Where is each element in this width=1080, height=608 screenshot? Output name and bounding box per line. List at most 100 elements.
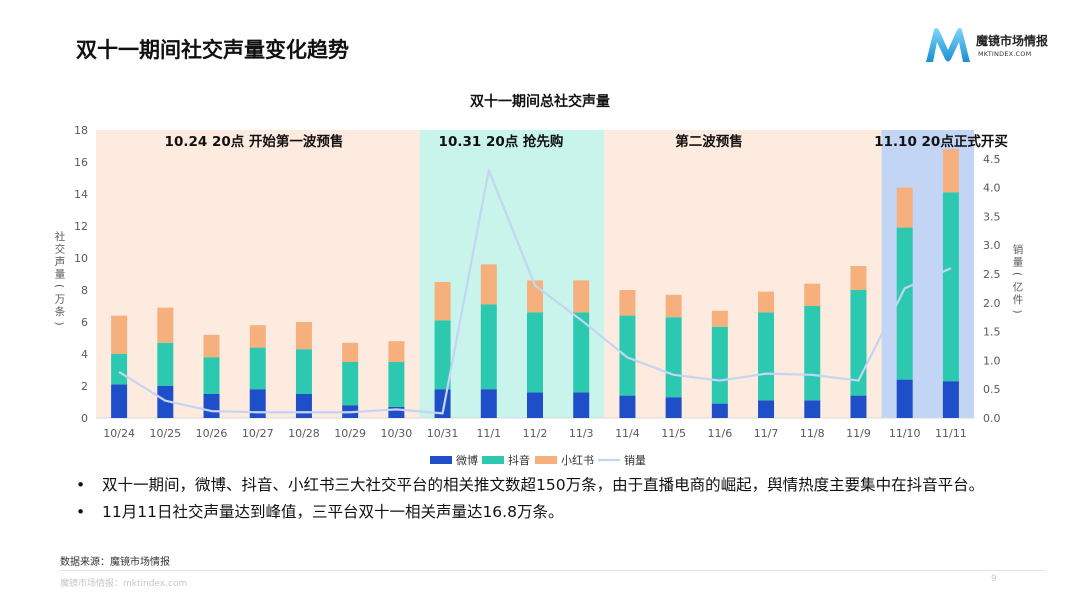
x-tick-label: 10/30 <box>381 427 413 440</box>
douyin-bar <box>527 312 543 393</box>
x-tick-label: 11/7 <box>754 427 779 440</box>
y-tick-label: 6 <box>81 316 88 329</box>
y2-tick-label: 4.5 <box>983 153 1001 166</box>
y-axis-title: 万 <box>55 294 66 306</box>
x-tick-label: 11/11 <box>935 427 967 440</box>
bullet-dot-icon: • <box>76 476 86 494</box>
y-axis-title: 量 <box>55 269 66 281</box>
weibo-bar <box>804 400 821 418</box>
xiaohongshu-bar <box>619 290 636 316</box>
legend-label: 微博 <box>456 453 478 467</box>
xiaohongshu-bar <box>711 310 728 327</box>
y2-tick-label: 1.5 <box>983 326 1001 339</box>
y-tick-label: 0 <box>81 412 88 425</box>
legend-label: 小红书 <box>561 454 594 467</box>
page-title: 双十一期间社交声量变化趋势 <box>76 38 349 62</box>
y-tick-label: 18 <box>74 124 88 137</box>
y-axis-title: 声 <box>55 255 66 268</box>
page-number: 9 <box>991 574 997 584</box>
xiaohongshu-bar <box>249 325 266 348</box>
logo-url: MKTINDEX.COM <box>978 50 1032 58</box>
phase-label: 10.31 20点 抢先购 <box>439 133 564 150</box>
weibo-bar <box>111 384 128 418</box>
xiaohongshu-bar <box>203 334 220 358</box>
weibo-bar <box>249 389 266 418</box>
legend-label: 销量 <box>624 453 646 467</box>
legend-swatch <box>535 456 557 464</box>
y2-tick-label: 3.0 <box>983 239 1001 252</box>
douyin-bar <box>157 342 174 386</box>
x-tick-label: 11/6 <box>707 427 732 440</box>
xiaohongshu-bar <box>388 341 405 362</box>
douyin-bar <box>896 227 913 380</box>
logo-name: 魔镜市场情报 <box>976 34 1049 48</box>
weibo-bar <box>203 394 220 418</box>
douyin-bar <box>942 192 959 382</box>
y-tick-label: 10 <box>74 252 88 265</box>
y2-axis-title: 销 <box>1013 243 1024 256</box>
douyin-bar <box>665 317 682 398</box>
bullet-list: • 双十一期间，微博、抖音、小红书三大社交平台的相关推文数超150万条，由于直播… <box>76 474 1046 528</box>
douyin-bar <box>573 312 590 393</box>
weibo-bar <box>388 406 405 418</box>
y2-tick-label: 4.0 <box>983 182 1001 195</box>
legend-label: 抖音 <box>508 453 530 467</box>
phase-label: 11.10 20点正式开买 <box>874 133 1008 150</box>
douyin-bar <box>203 357 220 394</box>
y2-tick-label: 2.5 <box>983 268 1001 281</box>
douyin-bar <box>295 349 312 394</box>
x-tick-label: 10/24 <box>103 427 135 440</box>
xiaohongshu-bar <box>111 315 128 354</box>
weibo-bar <box>942 381 959 418</box>
x-tick-label: 10/31 <box>427 427 459 440</box>
y2-axis-title: 量 <box>1013 257 1024 269</box>
brand-logo: 魔镜市场情报 MKTINDEX.COM <box>924 26 1054 68</box>
y2-tick-label: 0.0 <box>983 412 1001 425</box>
footer-divider <box>60 570 1045 571</box>
weibo-bar <box>295 394 312 418</box>
douyin-bar <box>249 347 266 390</box>
chart-title: 双十一期间总社交声量 <box>470 94 610 110</box>
y2-tick-label: 2.0 <box>983 297 1001 310</box>
y-tick-label: 14 <box>74 188 88 201</box>
douyin-bar <box>619 315 636 396</box>
xiaohongshu-bar <box>480 264 497 305</box>
douyin-bar <box>434 320 451 390</box>
y-tick-label: 16 <box>74 156 88 169</box>
x-tick-label: 11/2 <box>523 427 548 440</box>
phase-label: 10.24 20点 开始第一波预售 <box>165 133 344 150</box>
douyin-bar <box>111 354 128 385</box>
weibo-bar <box>758 400 775 418</box>
bullet-text: 双十一期间，微博、抖音、小红书三大社交平台的相关推文数超150万条，由于直播电商… <box>102 476 985 494</box>
bullet-text: 11月11日社交声量达到峰值，三平台双十一相关声量达16.8万条。 <box>102 503 564 521</box>
weibo-bar <box>665 397 682 418</box>
x-tick-label: 11/1 <box>476 427 501 440</box>
y-axis-title: ( <box>53 284 65 288</box>
xiaohongshu-bar <box>342 342 359 362</box>
phase-band <box>881 130 974 418</box>
weibo-bar <box>573 392 590 418</box>
xiaohongshu-bar <box>942 149 959 193</box>
weibo-bar <box>711 403 728 418</box>
xiaohongshu-bar <box>665 294 682 318</box>
douyin-bar <box>804 306 821 401</box>
legend-swatch <box>482 456 504 464</box>
x-tick-label: 10/26 <box>196 427 228 440</box>
douyin-bar <box>388 362 405 407</box>
x-tick-label: 11/4 <box>615 427 640 440</box>
douyin-bar <box>711 326 728 404</box>
phase-label: 第二波预售 <box>675 133 743 150</box>
y-axis-title: ) <box>53 321 65 325</box>
x-tick-label: 11/8 <box>800 427 825 440</box>
xiaohongshu-bar <box>804 283 821 306</box>
y-axis-title: 社 <box>55 230 66 243</box>
x-tick-label: 10/25 <box>149 427 181 440</box>
weibo-bar <box>896 379 913 418</box>
douyin-bar <box>758 312 775 401</box>
x-tick-label: 11/3 <box>569 427 594 440</box>
phase-band <box>604 130 882 418</box>
y2-tick-label: 3.5 <box>983 210 1001 223</box>
douyin-bar <box>342 362 359 406</box>
xiaohongshu-bar <box>758 291 775 313</box>
y-tick-label: 8 <box>81 284 88 297</box>
